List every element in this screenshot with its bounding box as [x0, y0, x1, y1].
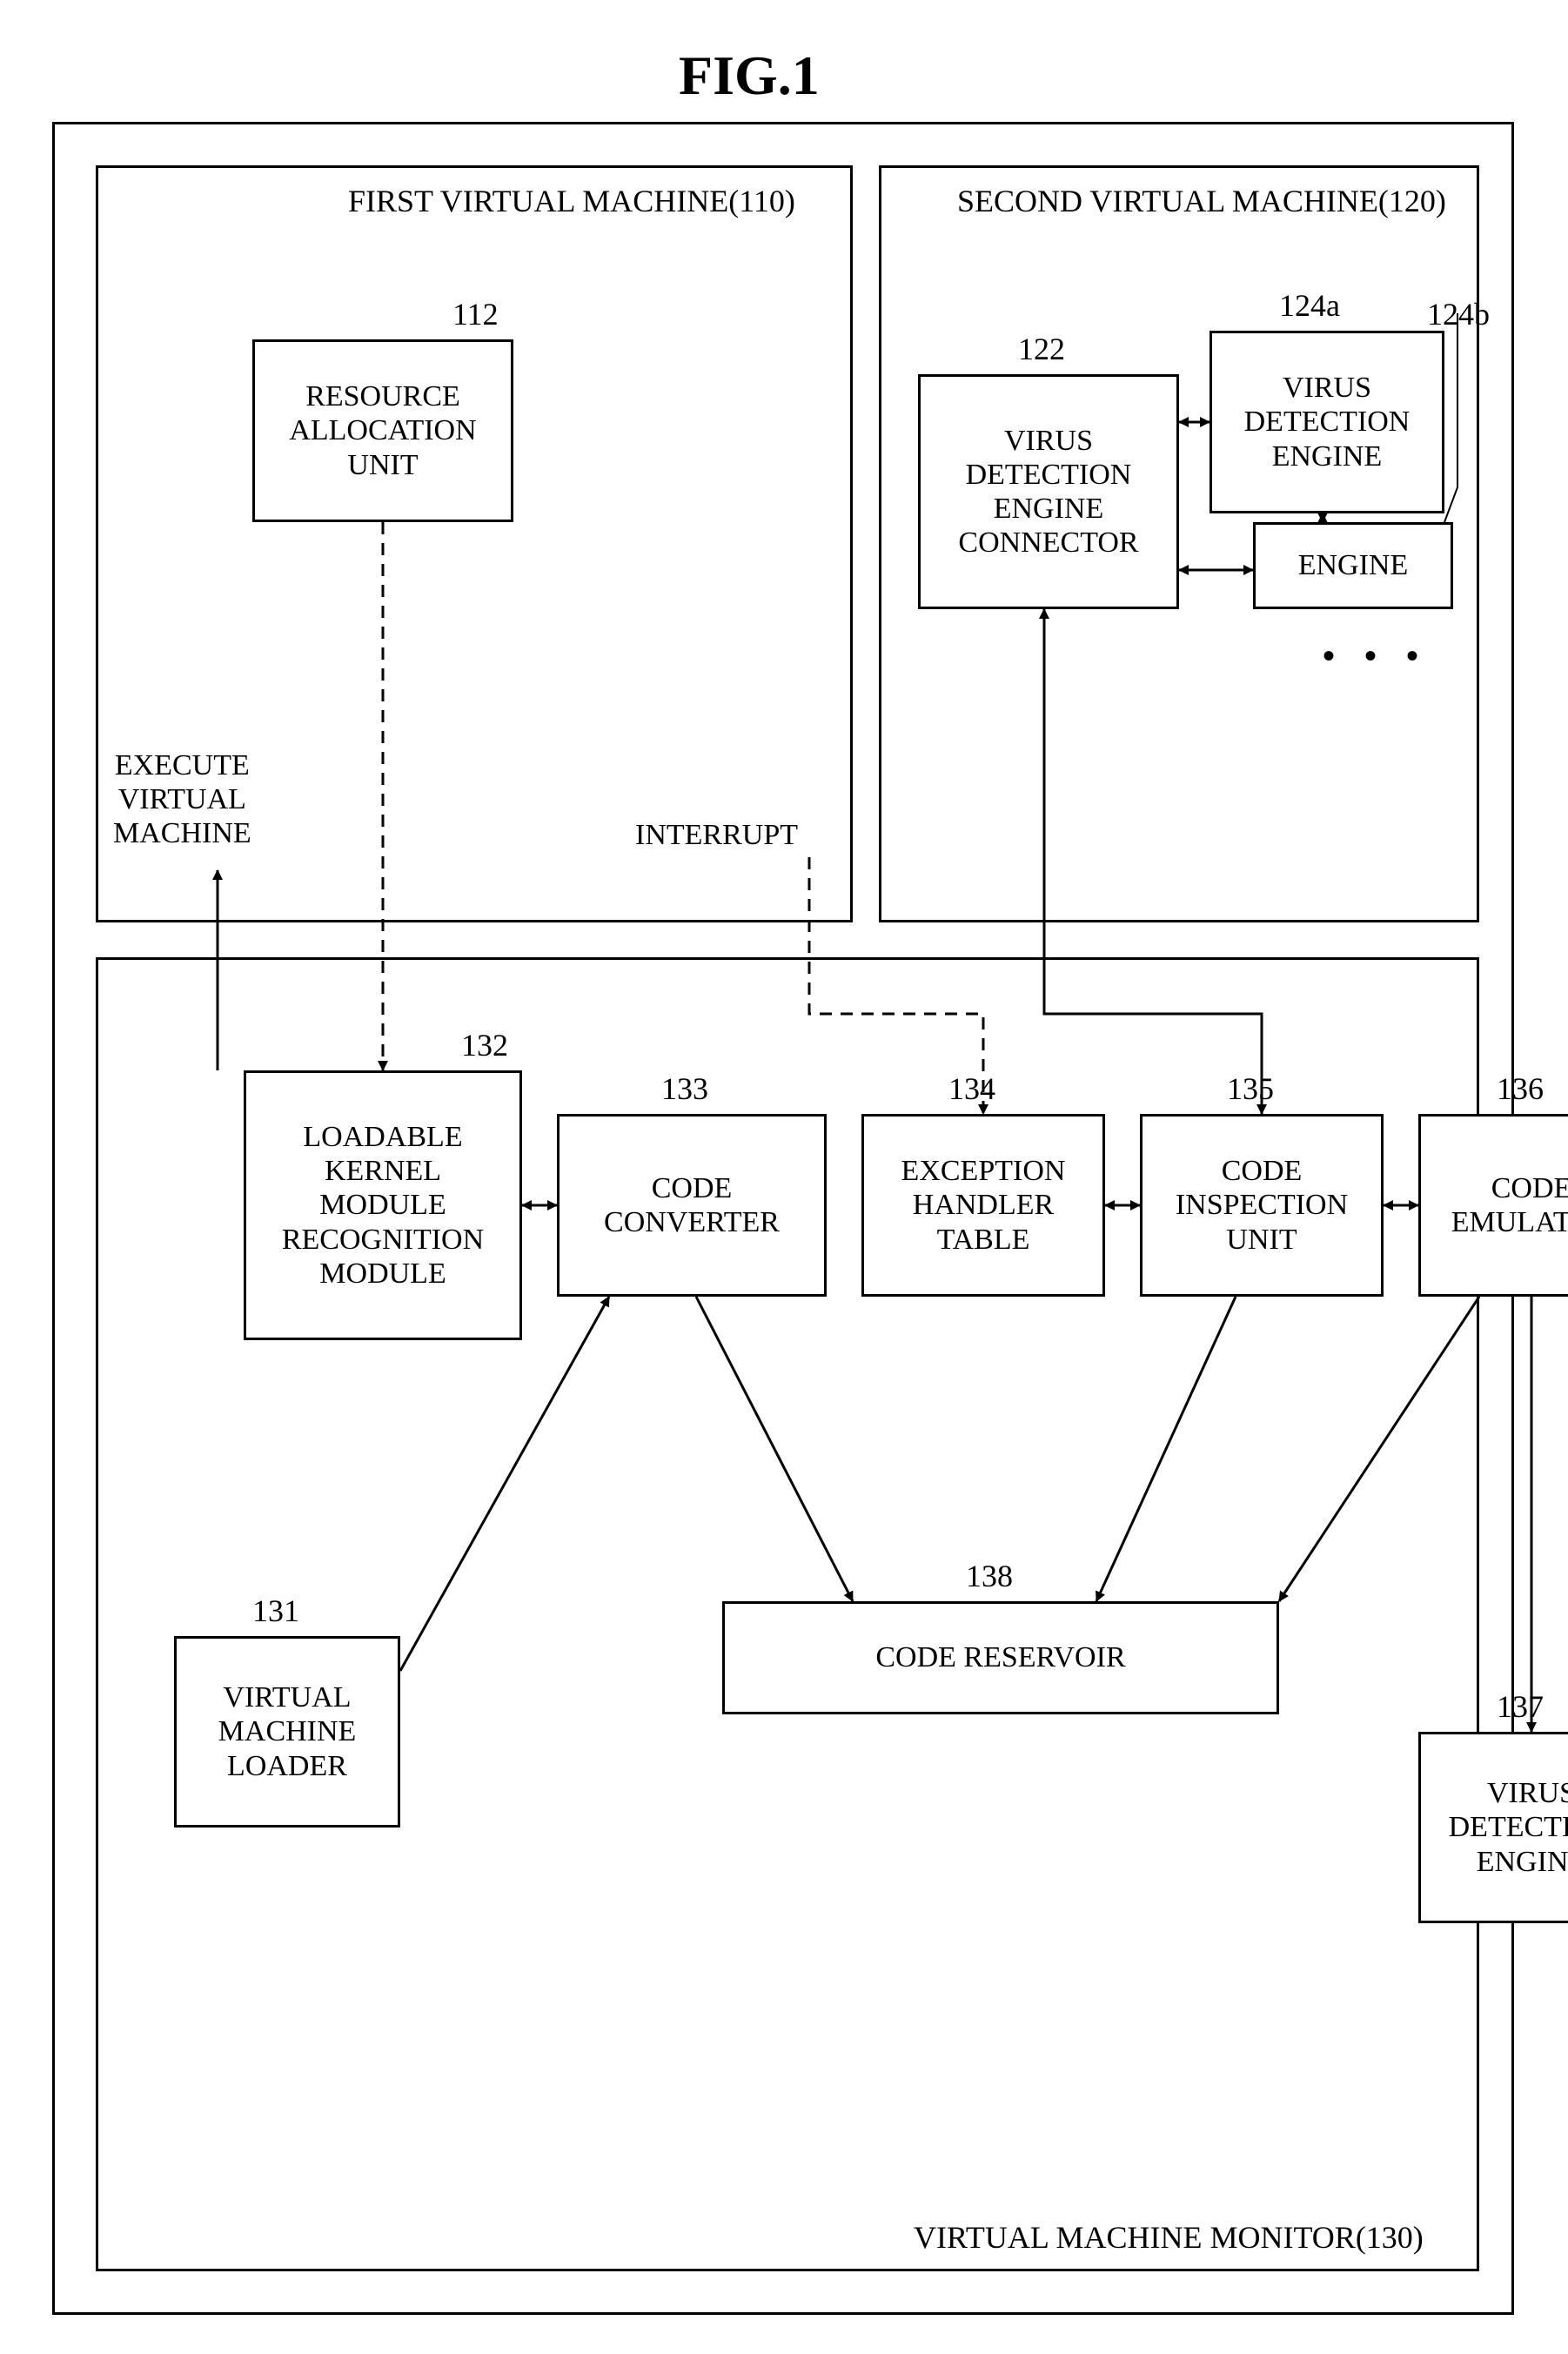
- ref-131: 131: [252, 1593, 299, 1629]
- ref-124b: 124b: [1427, 296, 1490, 332]
- container-vm1-label: FIRST VIRTUAL MACHINE(110): [348, 183, 795, 219]
- block-resource-text: RESOURCEALLOCATIONUNIT: [289, 379, 476, 481]
- block-reservoir: CODE RESERVOIR: [722, 1601, 1279, 1714]
- ref-112: 112: [452, 296, 499, 332]
- block-engine-a: VIRUSDETECTIONENGINE: [1210, 331, 1444, 513]
- label-execute: EXECUTEVIRTUALMACHINE: [113, 748, 251, 850]
- ref-137: 137: [1497, 1688, 1544, 1725]
- ref-134: 134: [948, 1070, 995, 1107]
- block-loadable-text: LOADABLEKERNELMODULERECOGNITIONMODULE: [282, 1120, 484, 1290]
- container-vmm-label: VIRTUAL MACHINE MONITOR(130): [914, 2219, 1424, 2256]
- block-emulator: CODEEMULATOR: [1418, 1114, 1568, 1297]
- block-vde: VIRUSDETECTIONENGINE: [1418, 1732, 1568, 1923]
- block-loader-text: VIRTUALMACHINELOADER: [218, 1680, 357, 1782]
- block-inspection: CODEINSPECTIONUNIT: [1140, 1114, 1384, 1297]
- block-converter-text: CODECONVERTER: [604, 1171, 780, 1239]
- container-vm2-label: SECOND VIRTUAL MACHINE(120): [957, 183, 1446, 219]
- block-loader: VIRTUALMACHINELOADER: [174, 1636, 400, 1828]
- block-engine-b-text: ENGINE: [1298, 548, 1409, 582]
- ref-132: 132: [461, 1027, 508, 1063]
- block-emulator-text: CODEEMULATOR: [1451, 1171, 1568, 1239]
- ref-124a: 124a: [1279, 287, 1340, 324]
- block-connector-text: VIRUSDETECTIONENGINECONNECTOR: [958, 424, 1138, 560]
- ref-136: 136: [1497, 1070, 1544, 1107]
- ref-122: 122: [1018, 331, 1065, 367]
- block-exception-text: EXCEPTIONHANDLERTABLE: [901, 1154, 1066, 1256]
- figure-title: FIG.1: [679, 44, 820, 108]
- ref-133: 133: [661, 1070, 708, 1107]
- ref-135: 135: [1227, 1070, 1274, 1107]
- block-loadable: LOADABLEKERNELMODULERECOGNITIONMODULE: [244, 1070, 522, 1340]
- block-resource: RESOURCEALLOCATIONUNIT: [252, 339, 513, 522]
- block-exception: EXCEPTIONHANDLERTABLE: [861, 1114, 1105, 1297]
- block-vde-text: VIRUSDETECTIONENGINE: [1449, 1776, 1568, 1878]
- ref-138: 138: [966, 1558, 1013, 1594]
- block-converter: CODECONVERTER: [557, 1114, 827, 1297]
- block-reservoir-text: CODE RESERVOIR: [875, 1640, 1125, 1674]
- block-engine-b: ENGINE: [1253, 522, 1453, 609]
- block-engine-a-text: VIRUSDETECTIONENGINE: [1244, 371, 1411, 473]
- block-inspection-text: CODEINSPECTIONUNIT: [1176, 1154, 1348, 1256]
- ellipsis-icon: • • •: [1323, 635, 1429, 676]
- label-interrupt: INTERRUPT: [635, 818, 798, 852]
- block-connector: VIRUSDETECTIONENGINECONNECTOR: [918, 374, 1179, 609]
